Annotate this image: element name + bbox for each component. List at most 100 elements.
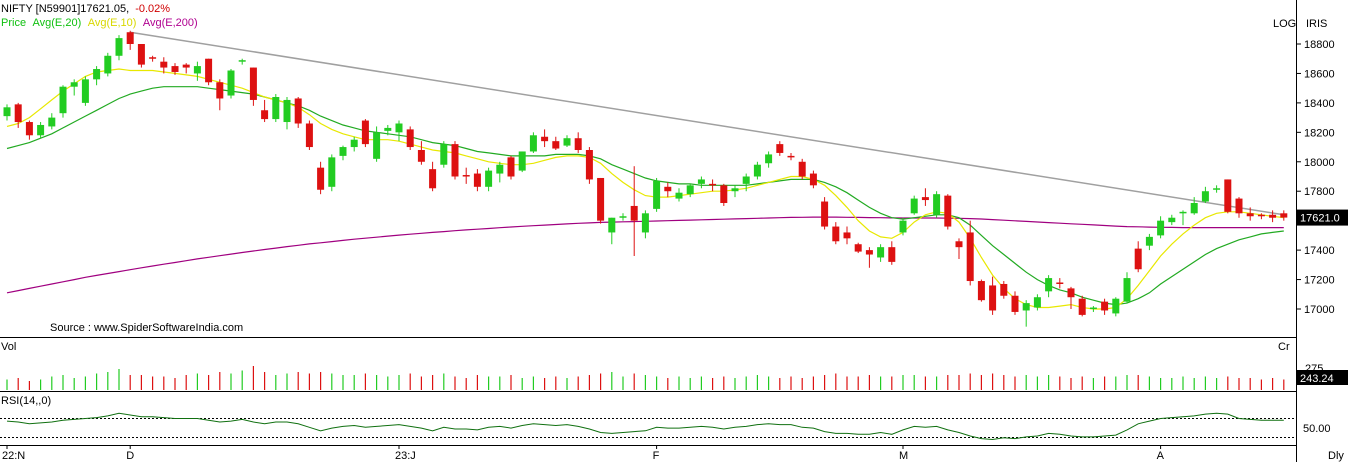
candle-body: [1056, 282, 1064, 284]
candle-body: [294, 98, 302, 124]
trendline-layer: [130, 31, 1284, 216]
candle: [865, 247, 873, 268]
candle-body: [787, 155, 795, 158]
candle: [1213, 185, 1221, 193]
candle: [1224, 179, 1232, 214]
candle: [989, 276, 997, 315]
candle: [832, 222, 840, 245]
candle-body: [989, 285, 997, 311]
price-tick-label: 18000: [1304, 157, 1335, 169]
candle-body: [59, 86, 67, 114]
candle-body: [507, 157, 515, 177]
candle-body: [182, 64, 190, 68]
volume-value-box: [1297, 370, 1348, 385]
candle-body: [81, 79, 89, 103]
candle-body: [261, 110, 269, 120]
candle-body: [485, 170, 493, 187]
candle-body: [350, 139, 358, 148]
candle: [899, 217, 907, 236]
candle-body: [384, 127, 392, 131]
candle: [496, 161, 504, 183]
ema10-line: [6, 68, 1284, 310]
candle: [955, 238, 963, 259]
candle: [1269, 210, 1277, 223]
candle-body: [1145, 236, 1153, 246]
candle: [59, 85, 67, 118]
candle: [809, 170, 817, 189]
candle: [93, 66, 101, 86]
candle-body: [171, 66, 179, 72]
candle-body: [14, 104, 22, 123]
candle-body: [137, 44, 145, 65]
volume-panel-label: Vol: [1, 341, 16, 353]
last-price-box: [1297, 209, 1348, 226]
candle-body: [977, 281, 985, 301]
candle-body: [653, 180, 661, 209]
candle: [787, 152, 795, 161]
log-toggle[interactable]: LOG: [1273, 18, 1296, 30]
candle-body: [1089, 307, 1097, 310]
candle-body: [1078, 298, 1086, 315]
candle: [1101, 298, 1109, 315]
candle: [14, 102, 22, 128]
rsi-panel-label: RSI(14,,0): [1, 395, 51, 407]
candle-body: [1257, 214, 1265, 217]
price-tick-label: 18200: [1304, 127, 1335, 139]
candle-body: [1112, 298, 1120, 314]
candle-body: [451, 144, 459, 177]
date-axis: 22:N D 23:J F M A: [2, 445, 1165, 462]
candle: [238, 58, 246, 65]
candle: [720, 183, 728, 206]
candle-body: [440, 144, 448, 165]
candle-body: [630, 205, 638, 221]
price-tick-label: 17400: [1304, 245, 1335, 257]
candle-body: [317, 167, 325, 190]
candle-body: [216, 82, 224, 99]
candle: [328, 154, 336, 192]
candle: [529, 132, 537, 153]
candle: [574, 132, 582, 153]
candle: [406, 126, 414, 150]
candle: [1089, 306, 1097, 312]
candle: [1112, 297, 1120, 317]
candle: [1246, 207, 1254, 221]
volume-value: 243.24: [1300, 373, 1334, 385]
volume-unit-label: Cr: [1278, 341, 1290, 353]
candle: [888, 241, 896, 265]
candle-body: [462, 175, 470, 177]
candle: [1201, 186, 1209, 203]
candle: [473, 169, 481, 192]
period-label: Dly: [1328, 450, 1344, 462]
candle-body: [955, 241, 963, 248]
legend-price: Price: [1, 17, 26, 29]
candle-body: [1000, 283, 1008, 296]
candle-body: [227, 70, 235, 96]
candle: [70, 79, 78, 96]
candle-body: [944, 195, 952, 227]
candle-body: [1134, 248, 1142, 270]
date-tick-label: F: [653, 450, 660, 462]
candle: [877, 244, 885, 262]
candle-body: [798, 161, 806, 177]
candle: [272, 94, 280, 123]
rsi-line: [6, 412, 1284, 441]
candle-body: [406, 129, 414, 148]
candle-body: [597, 177, 605, 221]
candle: [619, 213, 627, 221]
candle: [440, 141, 448, 168]
candle: [541, 129, 549, 148]
candle-body: [888, 247, 896, 262]
candle-body: [809, 173, 817, 186]
candle-body: [93, 69, 101, 80]
candle: [37, 122, 45, 139]
candle-body: [496, 164, 504, 174]
price-tick-label: 18800: [1304, 39, 1335, 51]
candle-body: [1235, 198, 1243, 214]
candle-body: [361, 120, 369, 145]
candle-body: [328, 157, 336, 187]
candle: [843, 226, 851, 245]
indicator-legend: Price Avg(E,20) Avg(E,10) Avg(E,200): [1, 17, 198, 29]
candle-body: [70, 82, 78, 87]
candle-body: [1201, 191, 1209, 202]
